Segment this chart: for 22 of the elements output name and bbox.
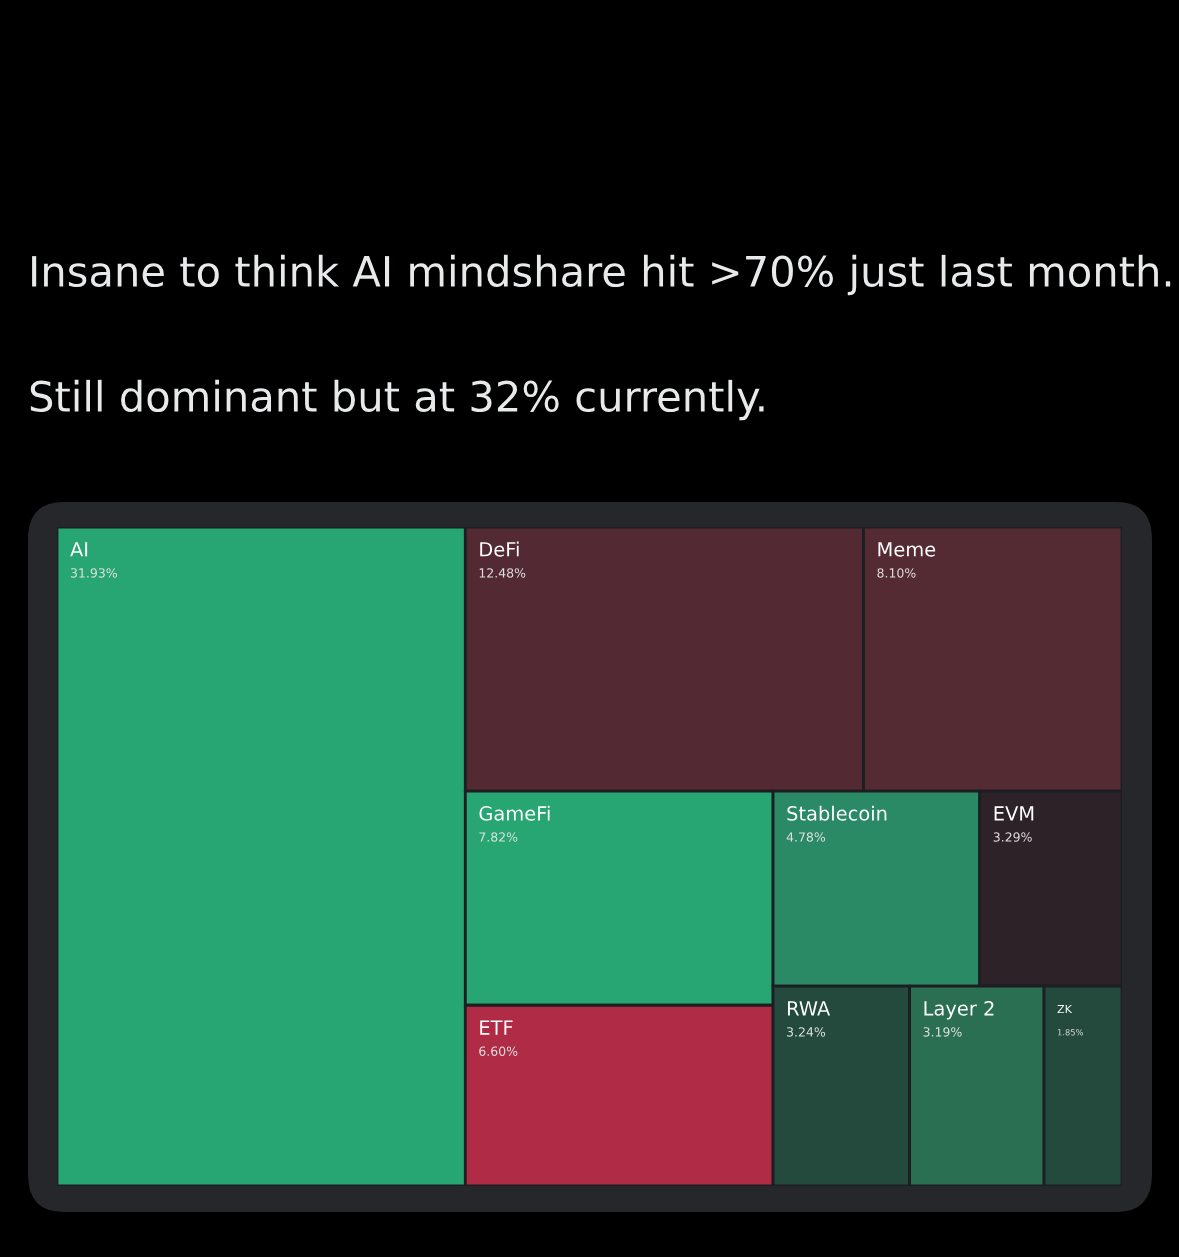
text: Still dominant but at 32% currently. bbox=[30, 379, 764, 421]
data-label: 6.60% bbox=[479, 1046, 518, 1056]
category-label: GameFi bbox=[479, 805, 550, 821]
data-label: 12.48% bbox=[479, 568, 526, 578]
data-label: 3.24% bbox=[787, 1027, 826, 1037]
category-label: EVM bbox=[994, 806, 1034, 821]
data-label: 3.19% bbox=[923, 1027, 962, 1037]
data-label: 31.93% bbox=[70, 568, 117, 578]
text: Insane to think AI mindshare hit >70% just last month. bbox=[32, 254, 1171, 296]
category-label: RWA bbox=[787, 1001, 831, 1016]
category-label: Stablecoin bbox=[787, 805, 887, 821]
data-label: 4.78% bbox=[786, 832, 826, 842]
category-label: DeFi bbox=[480, 541, 519, 557]
category-label: Layer 2 bbox=[924, 1000, 994, 1020]
category-label: Meme bbox=[878, 542, 936, 557]
data-label: 1.85% bbox=[1057, 1029, 1084, 1036]
category-label: ZK bbox=[1057, 1004, 1073, 1014]
data-label: 7.82% bbox=[479, 832, 518, 842]
category-label: ETF bbox=[480, 1020, 513, 1035]
data-label: 8.10% bbox=[877, 568, 916, 578]
data-label: 3.29% bbox=[993, 832, 1032, 842]
category-label: AI bbox=[70, 542, 88, 557]
